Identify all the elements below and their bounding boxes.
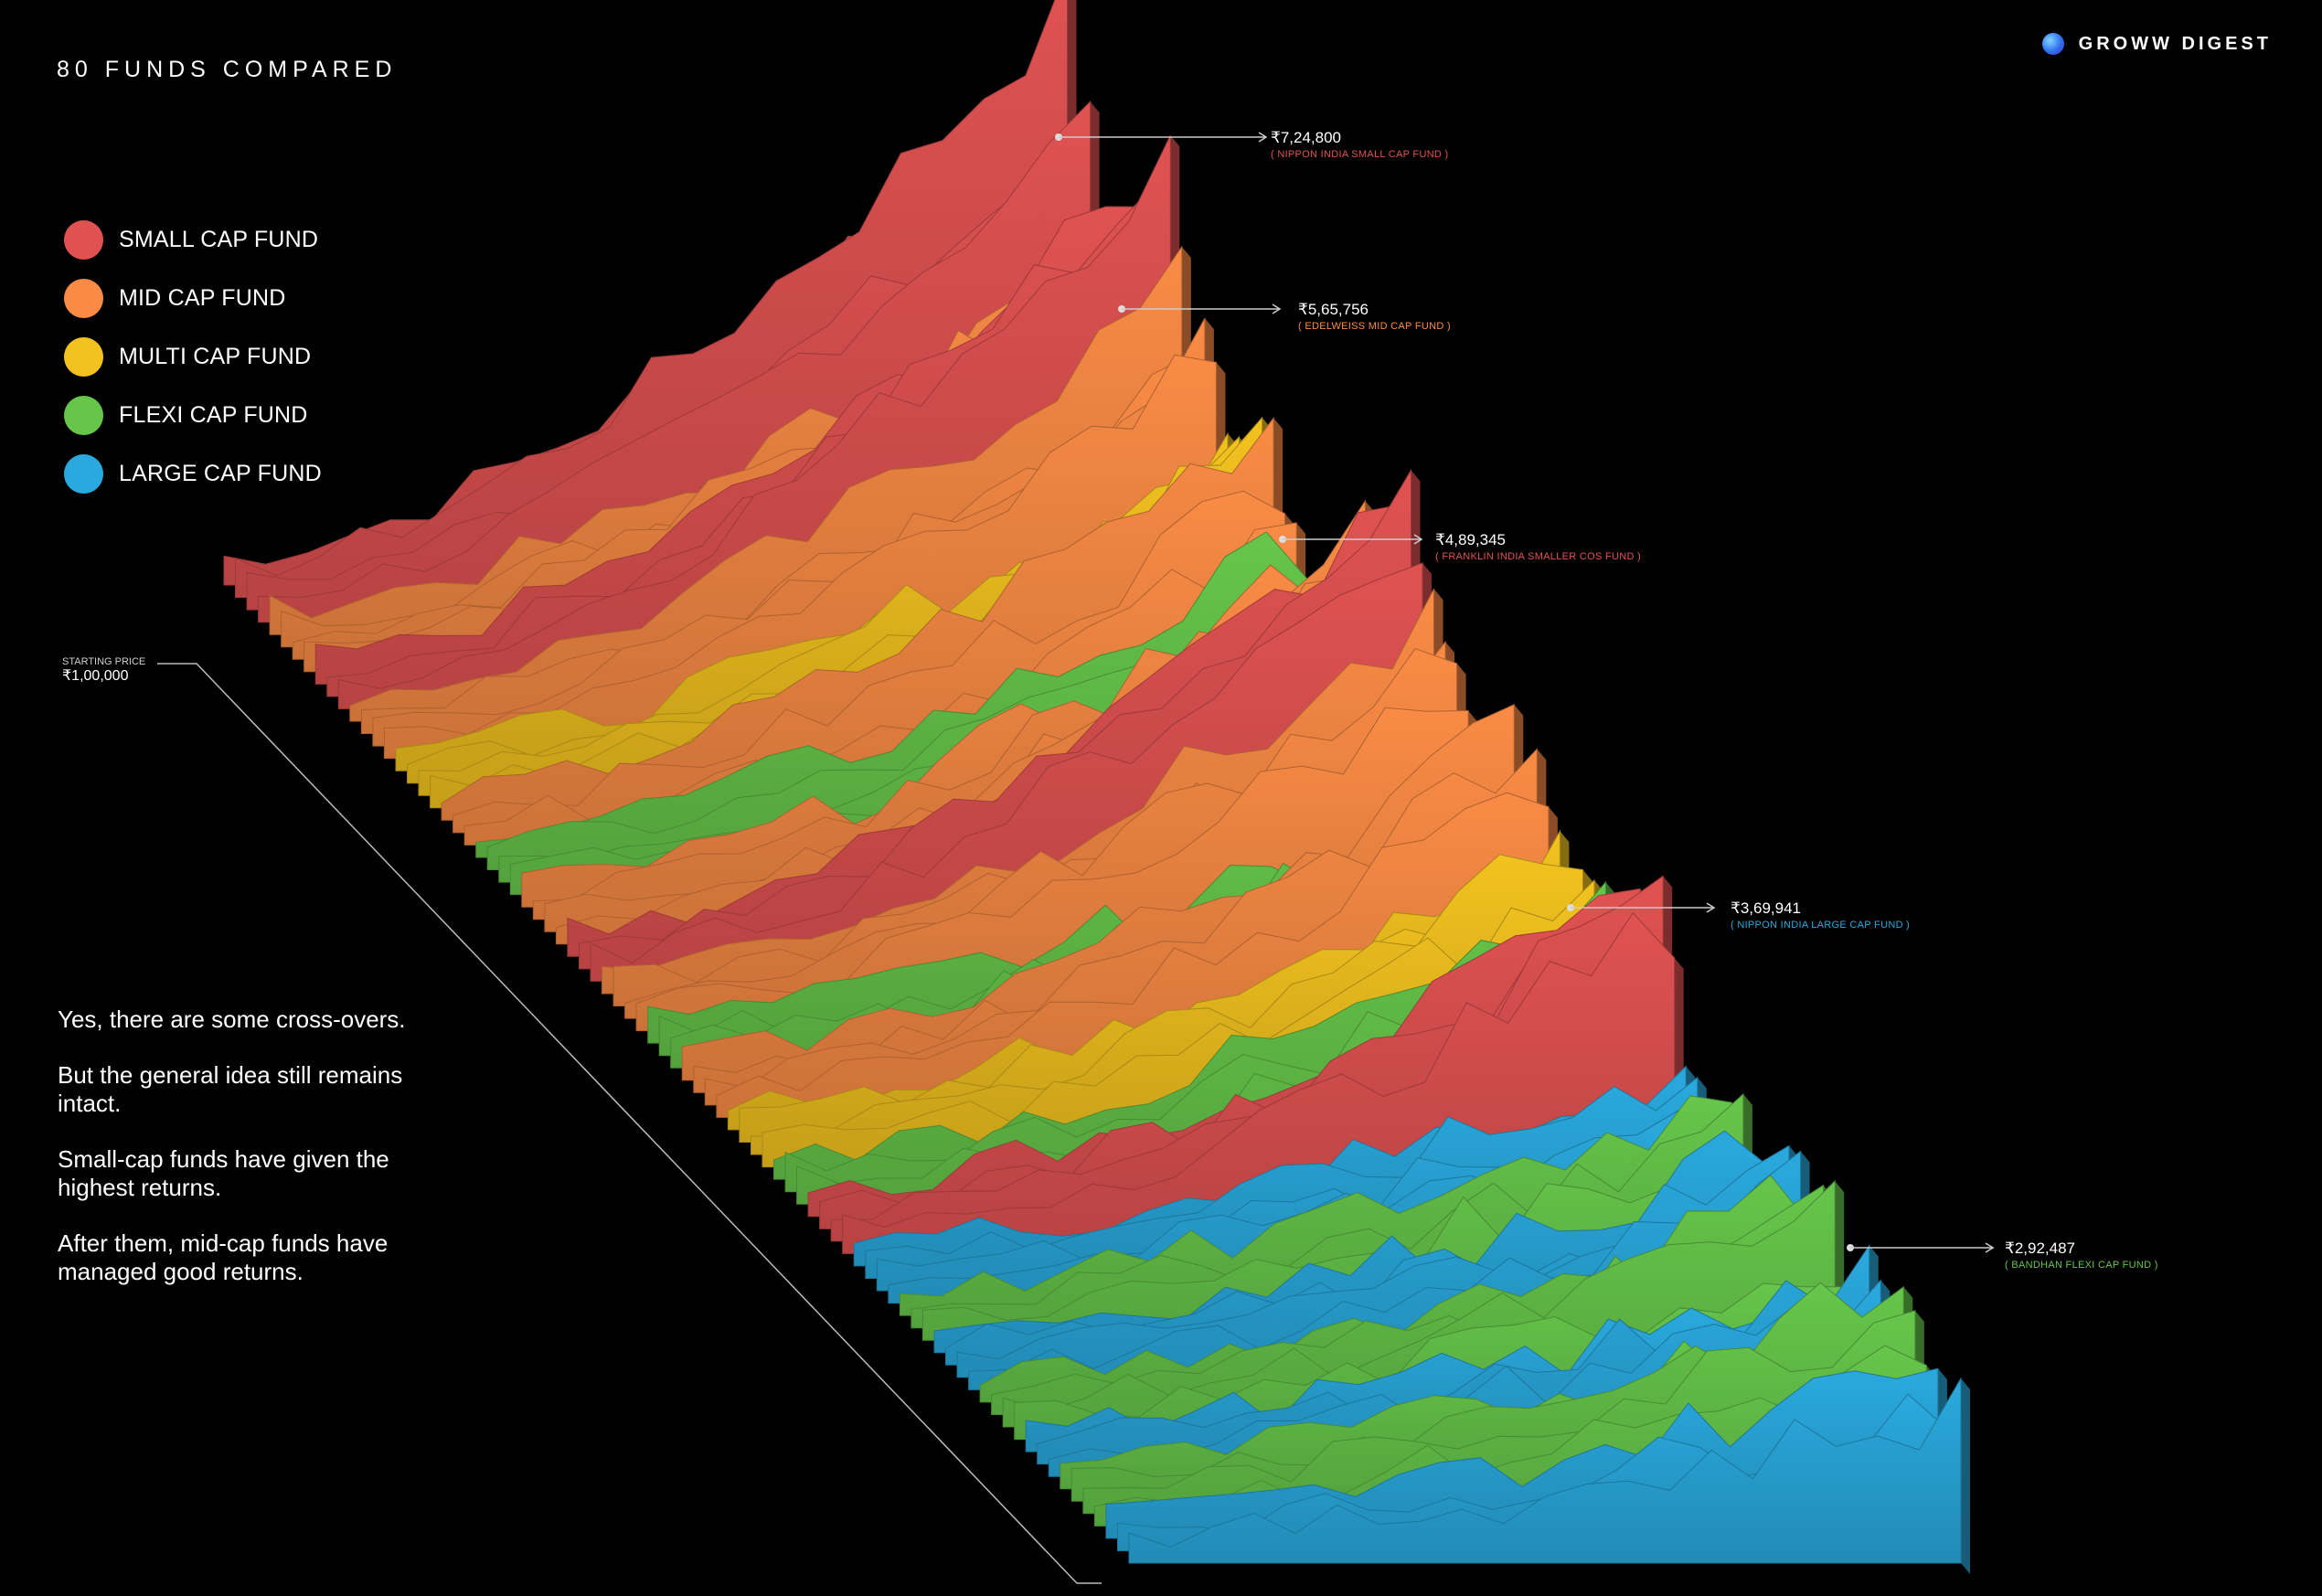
legend-label: FLEXI CAP FUND [119, 401, 308, 428]
starting-price-value: ₹1,00,000 [62, 668, 129, 684]
explanation-paragraph: Yes, there are some cross-overs. [58, 1005, 406, 1033]
legend-dot-icon [64, 395, 103, 435]
annotation-mid: ₹5,65,756 ( EDELWEISS MID CAP FUND ) [1118, 301, 1451, 332]
legend-item-multi-cap: MULTI CAP FUND [64, 336, 322, 377]
brand-logo: GROWW DIGEST [2041, 33, 2272, 55]
legend-item-mid-cap: MID CAP FUND [64, 278, 322, 318]
legend-dot-icon [64, 278, 103, 318]
ridge-edge [1961, 1378, 1970, 1574]
annotation-fund-name: ( BANDHAN FLEXI CAP FUND ) [2005, 1260, 2158, 1271]
arrow-right-icon [1985, 1242, 1995, 1253]
starting-price-guide-line [157, 663, 1102, 1584]
legend-item-large-cap: LARGE CAP FUND [64, 453, 322, 494]
legend-label: SMALL CAP FUND [119, 226, 319, 252]
arrow-right-icon [1413, 534, 1423, 545]
legend-item-small-cap: SMALL CAP FUND [64, 219, 322, 260]
annotation-value: ₹7,24,800 [1271, 129, 1341, 146]
annotation-fund-name: ( FRANKLIN INDIA SMALLER COS FUND ) [1435, 551, 1641, 562]
annotation-small: ₹7,24,800 ( NIPPON INDIA SMALL CAP FUND ) [1055, 129, 1449, 160]
page-title: 80 FUNDS COMPARED [57, 57, 398, 82]
groww-logo-icon [2041, 33, 2064, 55]
explanation-paragraph: But the general idea still remains intac… [58, 1061, 403, 1117]
arrow-right-icon [1706, 902, 1716, 913]
annotation-large: ₹3,69,941 ( NIPPON INDIA LARGE CAP FUND ) [1567, 899, 1910, 931]
annotation-value: ₹2,92,487 [2005, 1240, 2075, 1257]
legend-dot-icon [64, 453, 103, 494]
legend-item-flexi-cap: FLEXI CAP FUND [64, 395, 322, 435]
annotation-flexi: ₹2,92,487 ( BANDHAN FLEXI CAP FUND ) [1847, 1240, 2158, 1271]
legend-dot-icon [64, 219, 103, 260]
explanation-paragraph: Small-cap funds have given the highest r… [58, 1145, 389, 1201]
annotation-value: ₹5,65,756 [1298, 301, 1369, 318]
legend-dot-icon [64, 336, 103, 377]
annotation-fund-name: ( NIPPON INDIA LARGE CAP FUND ) [1731, 920, 1910, 931]
annotation-value: ₹3,69,941 [1731, 899, 1801, 917]
legend-label: LARGE CAP FUND [119, 460, 322, 486]
annotation-small: ₹4,89,345 ( FRANKLIN INDIA SMALLER COS FU… [1279, 531, 1641, 562]
annotation-value: ₹4,89,345 [1435, 531, 1506, 548]
legend-label: MULTI CAP FUND [119, 343, 312, 369]
legend-label: MID CAP FUND [119, 284, 286, 311]
explanation-text: Yes, there are some cross-overs. But the… [58, 1005, 460, 1314]
chart-legend: SMALL CAP FUND MID CAP FUND MULTI CAP FU… [64, 219, 322, 512]
ridge-layers [223, 0, 1970, 1574]
ridge-large-fund [1128, 1376, 1962, 1564]
brand-name: GROWW DIGEST [2078, 33, 2272, 54]
annotation-fund-name: ( NIPPON INDIA SMALL CAP FUND ) [1271, 149, 1449, 160]
explanation-paragraph: After them, mid-cap funds have managed g… [58, 1229, 389, 1285]
arrow-right-icon [1272, 303, 1282, 314]
arrow-right-icon [1258, 132, 1268, 143]
annotation-fund-name: ( EDELWEISS MID CAP FUND ) [1298, 321, 1451, 332]
starting-price-label: STARTING PRICE [62, 656, 145, 667]
